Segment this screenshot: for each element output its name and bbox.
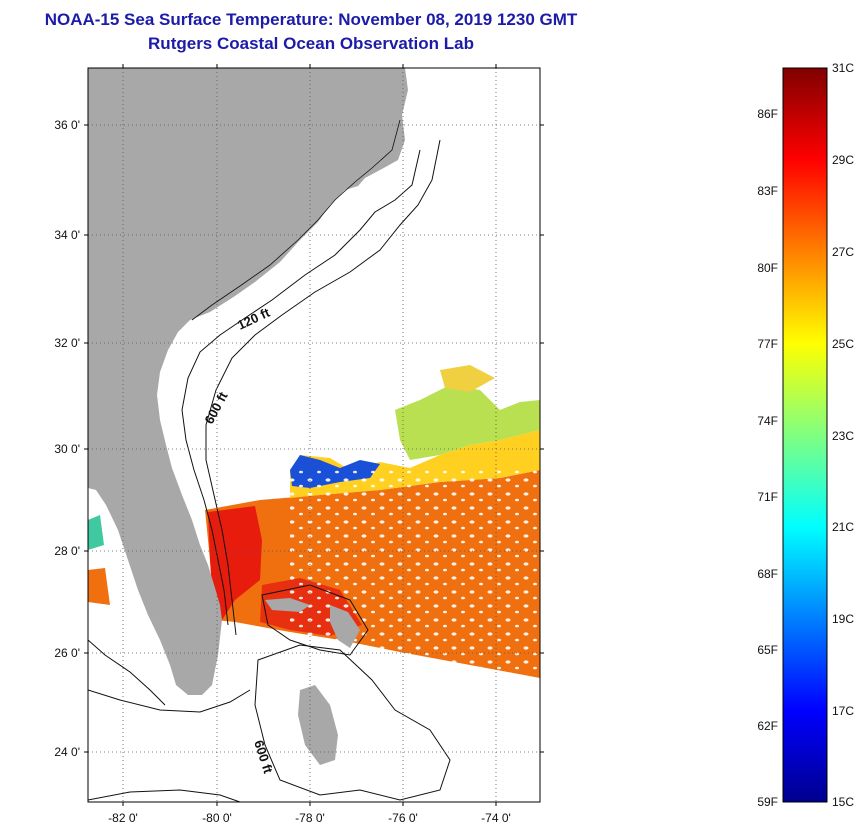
colorbar-f-label: 83F bbox=[757, 184, 778, 198]
land-bahamas-abaco bbox=[330, 605, 360, 648]
colorbar-f-label: 80F bbox=[757, 261, 778, 275]
colorbar-f-label: 71F bbox=[757, 490, 778, 504]
colorbar-c-label: 27C bbox=[832, 245, 854, 259]
land-us-southeast bbox=[88, 68, 408, 695]
contour-bahamas-outer bbox=[254, 644, 451, 801]
contour-south bbox=[88, 789, 241, 802]
colorbar bbox=[782, 67, 828, 803]
colorbar-f-label: 68F bbox=[757, 567, 778, 581]
lon-label: -82 0' bbox=[108, 811, 138, 825]
contour-bahamas-inner bbox=[261, 584, 369, 656]
sst-yellow-patch bbox=[440, 365, 495, 392]
contour-600ft bbox=[205, 139, 441, 636]
colorbar-c-label: 31C bbox=[832, 61, 854, 75]
contour-gulf bbox=[88, 639, 166, 706]
land-bahamas-andros bbox=[298, 685, 338, 765]
lat-label: 28 0' bbox=[54, 544, 80, 558]
lon-label: -76 0' bbox=[388, 811, 418, 825]
colorbar-c-label: 19C bbox=[832, 612, 854, 626]
lat-label: 34 0' bbox=[54, 228, 80, 242]
sst-swath-hot bbox=[208, 506, 262, 620]
sst-green-patch bbox=[395, 385, 540, 460]
lat-label: 32 0' bbox=[54, 336, 80, 350]
colorbar-f-label: 77F bbox=[757, 337, 778, 351]
colorbar-c-label: 25C bbox=[832, 337, 854, 351]
lon-label: -74 0' bbox=[481, 811, 511, 825]
sst-swath-west bbox=[88, 568, 110, 605]
colorbar-f-label: 65F bbox=[757, 643, 778, 657]
lat-label: 26 0' bbox=[54, 646, 80, 660]
contour-120ft bbox=[181, 149, 421, 626]
colorbar-f-label: 62F bbox=[757, 719, 778, 733]
contour-inner-coast bbox=[191, 119, 401, 321]
lat-label: 30 0' bbox=[54, 442, 80, 456]
sst-swath-gulf bbox=[88, 515, 104, 550]
lon-label: -78 0' bbox=[295, 811, 325, 825]
axis-ticks bbox=[84, 64, 544, 806]
land-bahamas-grand bbox=[265, 598, 310, 612]
colorbar-c-label: 23C bbox=[832, 429, 854, 443]
map-frame bbox=[87, 67, 541, 803]
colorbar-c-label: 29C bbox=[832, 153, 854, 167]
contour-keys bbox=[88, 689, 251, 713]
gridlines bbox=[88, 68, 540, 802]
map-subtitle: Rutgers Coastal Ocean Observation Lab bbox=[148, 34, 474, 53]
colorbar-f-label: 86F bbox=[757, 107, 778, 121]
lat-label: 36 0' bbox=[54, 118, 80, 132]
colorbar-c-label: 21C bbox=[832, 520, 854, 534]
lat-label: 24 0' bbox=[54, 745, 80, 759]
colorbar-f-label: 74F bbox=[757, 414, 778, 428]
lon-label: -80 0' bbox=[202, 811, 232, 825]
colorbar-f-label: 59F bbox=[757, 795, 778, 809]
map-title: NOAA-15 Sea Surface Temperature: Novembe… bbox=[44, 10, 578, 29]
colorbar-c-label: 15C bbox=[832, 795, 854, 809]
colorbar-c-label: 17C bbox=[832, 704, 854, 718]
